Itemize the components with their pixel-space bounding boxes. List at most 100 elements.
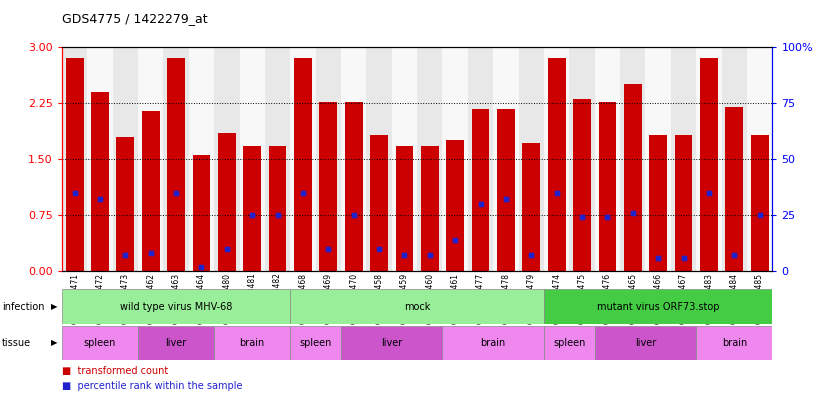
Bar bbox=[240, 47, 265, 271]
Bar bbox=[620, 47, 645, 271]
Bar bbox=[443, 47, 468, 271]
Bar bbox=[569, 47, 595, 271]
Bar bbox=[747, 47, 772, 271]
Bar bbox=[446, 140, 464, 271]
Text: liver: liver bbox=[381, 338, 402, 348]
Text: ▶: ▶ bbox=[51, 338, 58, 347]
Bar bbox=[573, 99, 591, 271]
Bar bbox=[294, 58, 312, 271]
Bar bbox=[725, 107, 743, 271]
Bar bbox=[294, 58, 312, 271]
Bar bbox=[142, 110, 159, 271]
Bar bbox=[675, 134, 692, 271]
Text: brain: brain bbox=[240, 338, 265, 348]
Bar bbox=[316, 47, 341, 271]
Text: liver: liver bbox=[635, 338, 656, 348]
Bar bbox=[548, 58, 566, 271]
Bar bbox=[66, 58, 83, 271]
Bar bbox=[290, 326, 341, 360]
Bar bbox=[417, 47, 443, 271]
Bar bbox=[370, 134, 388, 271]
Bar bbox=[595, 47, 620, 271]
Bar bbox=[599, 102, 616, 271]
Bar bbox=[522, 143, 540, 271]
Bar bbox=[472, 109, 490, 271]
Bar bbox=[599, 102, 616, 271]
Bar bbox=[112, 47, 138, 271]
Bar bbox=[91, 92, 109, 271]
Bar bbox=[696, 326, 772, 360]
Bar bbox=[493, 47, 519, 271]
Text: spleen: spleen bbox=[83, 338, 116, 348]
Bar bbox=[624, 84, 642, 271]
Text: infection: infection bbox=[2, 301, 44, 312]
Bar bbox=[218, 133, 235, 271]
Bar bbox=[218, 133, 235, 271]
Bar bbox=[192, 155, 211, 271]
Bar bbox=[595, 326, 696, 360]
Bar bbox=[649, 134, 667, 271]
Text: brain: brain bbox=[722, 338, 747, 348]
Bar bbox=[675, 134, 692, 271]
Bar bbox=[468, 47, 493, 271]
Bar bbox=[522, 143, 540, 271]
Bar bbox=[700, 58, 718, 271]
Text: ■  transformed count: ■ transformed count bbox=[62, 366, 169, 376]
Bar bbox=[497, 109, 515, 271]
Bar bbox=[167, 58, 185, 271]
Bar bbox=[62, 289, 290, 324]
Text: mock: mock bbox=[404, 301, 430, 312]
Text: mutant virus ORF73.stop: mutant virus ORF73.stop bbox=[597, 301, 719, 312]
Bar bbox=[268, 146, 287, 271]
Bar bbox=[268, 146, 287, 271]
Bar bbox=[396, 146, 413, 271]
Bar bbox=[573, 99, 591, 271]
Bar bbox=[392, 47, 417, 271]
Bar bbox=[722, 47, 747, 271]
Bar bbox=[548, 58, 566, 271]
Bar bbox=[645, 47, 671, 271]
Bar bbox=[244, 146, 261, 271]
Bar bbox=[164, 47, 189, 271]
Bar bbox=[700, 58, 718, 271]
Bar bbox=[265, 47, 290, 271]
Bar bbox=[142, 110, 159, 271]
Text: wild type virus MHV-68: wild type virus MHV-68 bbox=[120, 301, 232, 312]
Bar bbox=[341, 326, 443, 360]
Bar bbox=[88, 47, 112, 271]
Bar bbox=[519, 47, 544, 271]
Text: spleen: spleen bbox=[553, 338, 586, 348]
Bar bbox=[751, 134, 768, 271]
Bar bbox=[192, 155, 211, 271]
Bar bbox=[344, 102, 363, 271]
Bar bbox=[544, 326, 595, 360]
Bar bbox=[62, 47, 88, 271]
Bar bbox=[725, 107, 743, 271]
Text: ■  percentile rank within the sample: ■ percentile rank within the sample bbox=[62, 381, 243, 391]
Bar bbox=[472, 109, 490, 271]
Bar bbox=[751, 134, 768, 271]
Bar bbox=[396, 146, 413, 271]
Bar bbox=[370, 134, 388, 271]
Bar bbox=[624, 84, 642, 271]
Text: ▶: ▶ bbox=[51, 302, 58, 311]
Bar bbox=[91, 92, 109, 271]
Bar bbox=[290, 289, 544, 324]
Bar bbox=[189, 47, 214, 271]
Bar bbox=[443, 326, 544, 360]
Bar bbox=[344, 102, 363, 271]
Bar bbox=[497, 109, 515, 271]
Bar bbox=[320, 102, 337, 271]
Bar bbox=[214, 326, 290, 360]
Bar bbox=[116, 137, 135, 271]
Bar bbox=[446, 140, 464, 271]
Bar bbox=[544, 289, 772, 324]
Bar bbox=[116, 137, 135, 271]
Bar bbox=[696, 47, 722, 271]
Bar bbox=[421, 146, 439, 271]
Bar bbox=[66, 58, 83, 271]
Bar bbox=[138, 326, 214, 360]
Bar bbox=[244, 146, 261, 271]
Bar bbox=[290, 47, 316, 271]
Bar bbox=[367, 47, 392, 271]
